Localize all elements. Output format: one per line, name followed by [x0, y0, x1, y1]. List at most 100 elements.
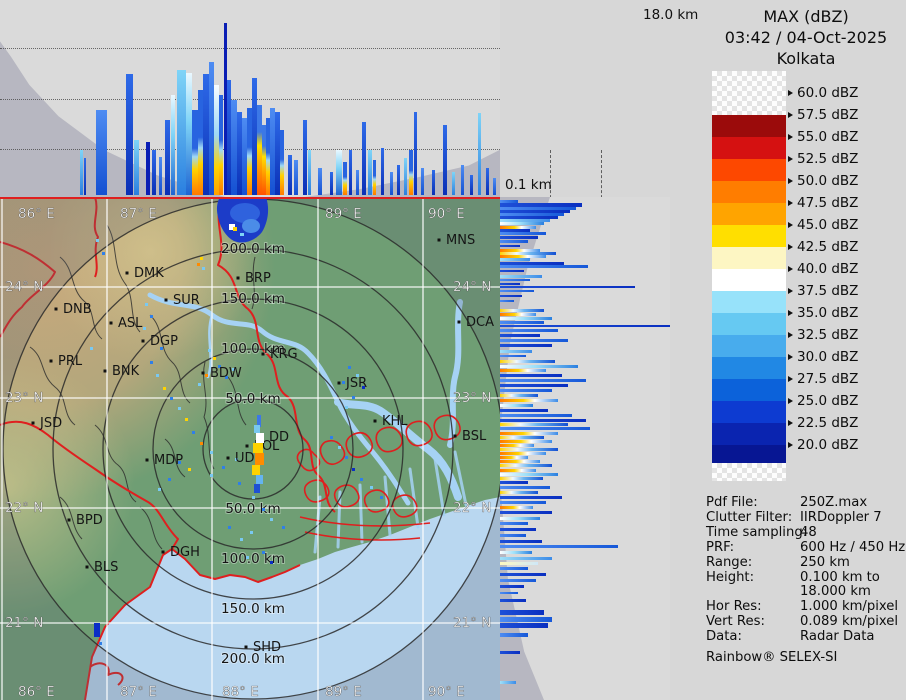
city-dot: [453, 434, 457, 438]
echo-height-bar: [500, 365, 578, 368]
echo-height-bar: [500, 491, 538, 494]
city-dot: [226, 456, 230, 460]
echo-height-bar: [152, 150, 156, 195]
city-dot: [145, 458, 149, 462]
height-scale-top-label: 18.0 km: [643, 7, 699, 23]
echo-height-bar: [247, 108, 252, 195]
radar-echo-speck: [352, 396, 355, 399]
city-label: BLS: [94, 560, 118, 575]
echo-height-bar: [165, 120, 170, 195]
echo-height-bar: [227, 80, 231, 195]
ring-distance-label: 150.0 km: [221, 291, 285, 307]
echo-height-bar: [500, 599, 526, 602]
geo-label: 86° E: [18, 206, 55, 222]
radar-echo-speck: [225, 376, 228, 379]
echo-height-bar: [500, 432, 558, 435]
station-name: Kolkata: [776, 49, 836, 68]
legend-entry-label: 37.5 dBZ: [797, 283, 859, 299]
city-label: DGP: [150, 334, 178, 349]
sundarbans-channels: [296, 414, 461, 541]
legend-entry-label: 55.0 dBZ: [797, 129, 859, 145]
echo-height-bar: [209, 62, 214, 195]
metadata-label: Vert Res:: [706, 614, 765, 630]
echo-height-bar: [500, 334, 540, 337]
radar-echo-speck: [342, 381, 345, 384]
radar-echo-speck: [380, 496, 383, 499]
legend-entry: 60.0 dBZ: [788, 85, 858, 101]
legend-arrow-icon: [788, 222, 793, 228]
echo-height-bar: [349, 150, 352, 195]
echo-height-bar: [500, 473, 558, 476]
city-dot: [125, 271, 129, 275]
echo-height-bar: [500, 313, 536, 316]
radar-echo-speck: [356, 374, 359, 377]
radar-echo-speck: [143, 327, 146, 330]
range-ring: [52, 248, 454, 650]
radar-map-canvas: 86° E86° E87° E87° E88° E88° E89° E89° E…: [0, 32, 504, 700]
legend-arrow-icon: [788, 112, 793, 118]
metadata-row: Pdf File: 250Z.max: [706, 495, 902, 511]
radar-map: 86° E86° E87° E87° E88° E88° E89° E89° E…: [0, 32, 504, 700]
echo-height-bar: [280, 130, 284, 195]
radar-echo-speck: [360, 478, 363, 481]
echo-height-bar: [500, 279, 530, 281]
city-dot: [337, 381, 341, 385]
echo-height-bar: [373, 160, 376, 195]
sea: [85, 497, 500, 700]
legend-arrow-icon: [788, 244, 793, 250]
echo-height-bar: [381, 148, 384, 195]
radar-echo-speck: [270, 518, 273, 521]
ring-distance-label: 100.0 km: [221, 551, 285, 567]
radar-echo-speck: [228, 526, 231, 529]
echo-height-bar: [192, 110, 198, 195]
geo-label: 21° N: [453, 615, 491, 631]
echo-height-bar: [500, 404, 533, 407]
echo-height-bar: [500, 344, 552, 347]
legend-arrow-icon: [788, 200, 793, 206]
echo-height-bar: [500, 295, 522, 297]
legend-header: MAX (dBZ) 03:42 / 04-Oct-2025 Kolkata: [700, 6, 906, 69]
echo-height-bar: [198, 90, 203, 195]
echo-height-bar: [294, 160, 298, 195]
legend-entry: 40.0 dBZ: [788, 261, 858, 277]
echo-height-bar: [146, 142, 150, 195]
echo-height-bar: [500, 229, 530, 232]
echo-height-bar: [500, 283, 520, 285]
echo-height-bar: [500, 423, 568, 426]
legend-entry-label: 50.0 dBZ: [797, 173, 859, 189]
legend-entry-label: 52.5 dBZ: [797, 151, 859, 167]
radar-echo-speck: [202, 267, 205, 270]
radar-echo-speck: [370, 486, 373, 489]
echo-height-bar: [500, 350, 532, 353]
legend-entry: 50.0 dBZ: [788, 173, 858, 189]
echo-height-bar: [500, 216, 558, 219]
city-dot: [109, 321, 113, 325]
echo-height-bar: [288, 155, 292, 195]
city-dot: [457, 320, 461, 324]
geo-label: 89° E: [325, 684, 362, 700]
metadata-row: Time sampling: 48: [706, 525, 902, 541]
echo-height-bar: [500, 623, 548, 628]
top-height-profile-panel: [0, 0, 500, 197]
radar-echo-speck: [210, 474, 213, 477]
legend-entry-label: 60.0 dBZ: [797, 85, 859, 101]
legend-entry-label: 40.0 dBZ: [797, 261, 859, 277]
legend-entry: 22.5 dBZ: [788, 415, 858, 431]
echo-height-bar: [186, 73, 192, 195]
legend-arrow-icon: [788, 178, 793, 184]
radar-echo-speck: [198, 383, 201, 386]
legend-arrow-icon: [788, 332, 793, 338]
echo-height-bar: [500, 592, 518, 594]
echo-height-bar: [500, 496, 562, 499]
city-dot: [244, 645, 248, 649]
echo-height-bar: [470, 175, 473, 195]
echo-height-bar: [500, 540, 542, 543]
echo-height-bar: [500, 528, 536, 531]
echo-height-bar: [414, 112, 417, 195]
radar-echo-speck: [330, 436, 333, 439]
echo-height-bar: [242, 118, 247, 195]
geo-label: 22° N: [453, 500, 491, 516]
ring-distance-label: 200.0 km: [221, 241, 285, 257]
radar-echo-speck: [200, 257, 203, 260]
city-dot: [164, 298, 168, 302]
